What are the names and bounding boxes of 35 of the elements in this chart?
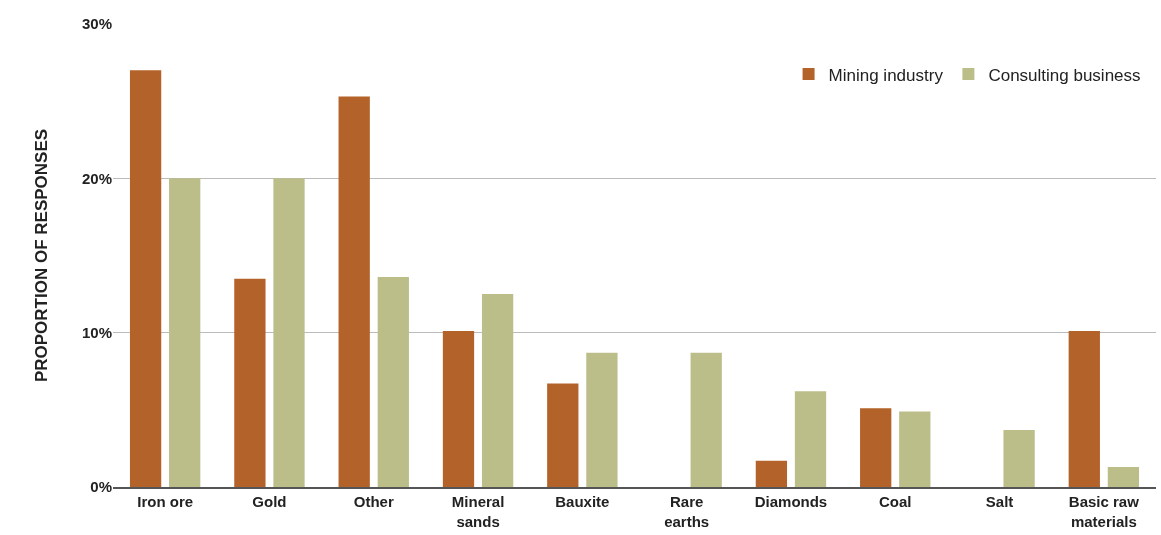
bar (899, 411, 931, 487)
bar (481, 294, 514, 487)
bar (1003, 429, 1035, 487)
bar (273, 178, 305, 487)
y-tick-label: 30% (81, 15, 112, 33)
bar (442, 331, 475, 487)
y-tick-label: 10% (81, 323, 112, 341)
x-tick-label: Basic raw materials (1068, 493, 1140, 530)
x-tick-label: Rare earths (664, 493, 710, 530)
y-tick-label: 0% (90, 478, 112, 496)
legend-label: Mining industry (828, 65, 944, 85)
bar (234, 278, 266, 487)
x-tick-label: Bauxite (555, 493, 610, 510)
bar (1068, 331, 1100, 487)
bar (755, 460, 788, 487)
bar (129, 70, 162, 487)
bar (547, 383, 579, 487)
x-tick-label: Gold (252, 493, 287, 510)
bar (794, 391, 827, 487)
bar (1107, 466, 1140, 487)
bar (586, 352, 618, 487)
x-tick-label: Salt (985, 493, 1014, 510)
y-tick-label: 20% (81, 169, 112, 187)
bar (338, 96, 370, 487)
legend-label: Consulting business (988, 65, 1141, 85)
bar (169, 178, 201, 487)
x-tick-label: Mineral sands (451, 493, 505, 530)
bar (377, 277, 409, 487)
y-axis-title: PROPORTION OF RESPONSES (31, 128, 51, 383)
x-tick-label: Coal (878, 493, 912, 510)
bar (860, 408, 892, 487)
bar (690, 352, 722, 487)
x-tick-label: Other (353, 493, 394, 510)
x-tick-label: Iron ore (137, 493, 194, 510)
x-tick-label: Diamonds (754, 493, 828, 510)
